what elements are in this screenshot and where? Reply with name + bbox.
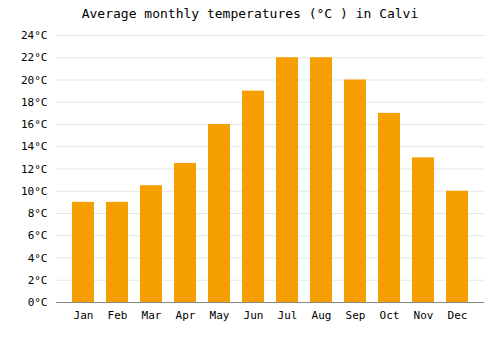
- html-text:Average monthly temperatures (: Average monthly temperatures (°C ) in Ca…: [81, 6, 419, 21]
- svg-text:Sep: Sep: [346, 309, 366, 322]
- svg-text:0°C: 0°C: [28, 296, 48, 309]
- svg-text:Jun: Jun: [244, 309, 264, 322]
- svg-text:May: May: [210, 309, 230, 322]
- svg-text:10°C: 10°C: [21, 185, 48, 198]
- svg-text:16°C: 16°C: [21, 118, 48, 131]
- svg-text:Oct: Oct: [380, 309, 400, 322]
- svg-text:Feb: Feb: [108, 309, 128, 322]
- svg-text:18°C: 18°C: [21, 96, 48, 109]
- svg-text:Jul: Jul: [278, 309, 298, 322]
- svg-text:Nov: Nov: [414, 309, 434, 322]
- svg-text:12°C: 12°C: [21, 163, 48, 176]
- svg-text:20°C: 20°C: [21, 74, 48, 87]
- svg-text:14°C: 14°C: [21, 140, 48, 153]
- svg-text:24°C: 24°C: [21, 29, 48, 42]
- svg-text:8°C: 8°C: [28, 207, 48, 220]
- svg-text:2°C: 2°C: [28, 274, 48, 287]
- svg-text:Apr: Apr: [176, 309, 196, 322]
- svg-text:22°C: 22°C: [21, 51, 48, 64]
- svg-text:6°C: 6°C: [28, 229, 48, 242]
- svg-text:4°C: 4°C: [28, 252, 48, 265]
- svg-text:Jan: Jan: [74, 309, 94, 322]
- svg-text:Dec: Dec: [448, 309, 468, 322]
- svg-text:Aug: Aug: [312, 309, 332, 322]
- svg-text:Mar: Mar: [142, 309, 162, 322]
